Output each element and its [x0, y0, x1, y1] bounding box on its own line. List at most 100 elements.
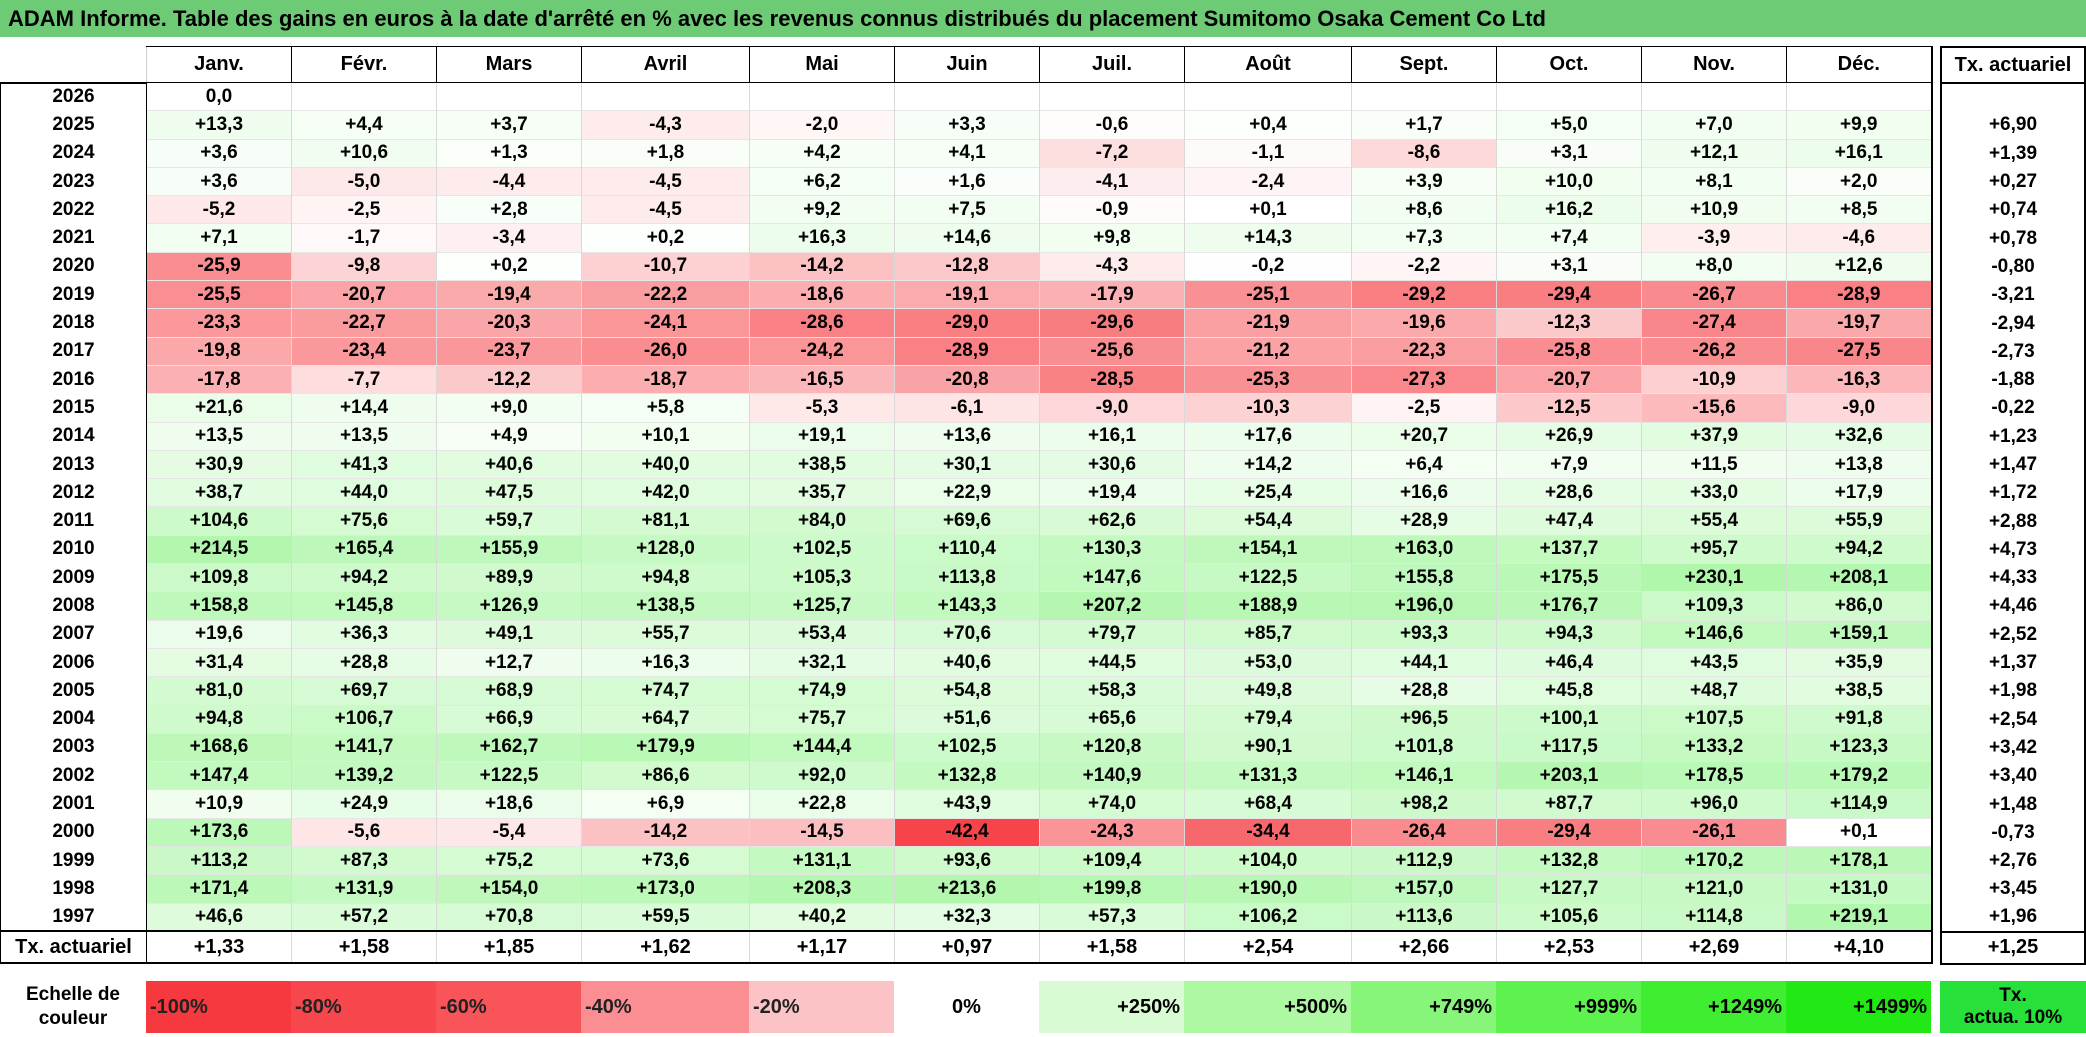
gain-cell: +31,4	[146, 647, 292, 677]
gain-cell: -5,3	[749, 393, 895, 423]
gain-cell: -5,6	[291, 817, 437, 847]
gain-cell: +2,0	[1786, 166, 1933, 196]
rate-row: +2,52	[1940, 620, 2086, 649]
gain-cell: +79,4	[1184, 704, 1352, 734]
footer-rate-cell: +1,58	[291, 930, 437, 965]
year-cell: 2010	[0, 535, 147, 564]
rate-row: +4,33	[1940, 564, 2086, 593]
year-cell: 2022	[0, 195, 147, 224]
gain-cell: -25,9	[146, 251, 292, 281]
color-scale-swatch: -60%	[436, 981, 581, 1033]
month-header: Janv.	[146, 46, 292, 83]
gain-cell: -19,4	[436, 280, 582, 309]
gain-cell: +123,3	[1786, 732, 1933, 762]
corner-cell	[0, 46, 147, 84]
gain-cell: -28,6	[749, 308, 895, 338]
gain-cell: +14,2	[1184, 449, 1352, 479]
gain-cell: -0,2	[1184, 251, 1352, 281]
gain-cell: +0,4	[1184, 110, 1352, 140]
gain-cell: +38,5	[749, 449, 895, 479]
rate-row: +3,45	[1940, 875, 2086, 904]
gain-cell: -2,5	[291, 195, 437, 224]
table-row: 2007 +19,6 +36,3 +49,1 +55,7 +53,4 +70,6 +79,7 +…	[0, 619, 1933, 649]
gain-cell: -4,6	[1786, 223, 1933, 253]
gain-cell: -4,3	[581, 110, 750, 140]
table-row: 2023 +3,6 -5,0 -4,4 -4,5 +6,2 +1,6 -4,1 -2,4 +3,9…	[0, 166, 1933, 196]
rate-cell: +1,39	[1940, 139, 2086, 168]
gain-cell: -27,5	[1786, 336, 1933, 366]
gain-cell: +20,7	[1351, 421, 1497, 451]
rate-cell: -3,21	[1940, 281, 2086, 310]
gain-cell: -1,7	[291, 223, 437, 253]
rate-row: +1,37	[1940, 648, 2086, 678]
rate-row: +1,39	[1940, 139, 2086, 168]
rate-cell: +4,73	[1940, 535, 2086, 565]
gain-cell: -8,6	[1351, 138, 1497, 168]
gain-cell: +196,0	[1351, 591, 1497, 621]
gain-cell: -14,5	[749, 817, 895, 847]
gain-cell: -9,0	[1039, 393, 1185, 423]
gain-cell: -29,4	[1496, 280, 1642, 309]
gain-cell: +208,3	[749, 874, 895, 904]
gain-cell: +11,5	[1641, 449, 1787, 479]
gain-cell	[1786, 81, 1933, 111]
color-scale-swatch: +1249%	[1641, 981, 1786, 1033]
gain-cell: +113,2	[146, 846, 292, 875]
gain-cell: +55,7	[581, 619, 750, 649]
table-row: 2026 0,0	[0, 81, 1933, 111]
gain-cell: +125,7	[749, 591, 895, 621]
gain-cell: -26,2	[1641, 336, 1787, 366]
gain-cell: +66,9	[436, 704, 582, 734]
gain-cell: +214,5	[146, 534, 292, 564]
gain-cell	[749, 81, 895, 111]
gain-cell: +57,2	[291, 902, 437, 933]
gain-cell: +93,3	[1351, 619, 1497, 649]
rate-cell: +1,48	[1940, 790, 2086, 819]
gain-cell: +35,9	[1786, 647, 1933, 677]
year-cell: 1997	[0, 903, 147, 933]
gain-cell: +14,4	[291, 393, 437, 423]
gain-cell: +162,7	[436, 732, 582, 762]
table-row: 2017 -19,8 -23,4 -23,7 -26,0 -24,2 -28,9 -25,6-…	[0, 336, 1933, 366]
gain-cell: +75,2	[436, 846, 582, 875]
table-row: 2013 +30,9 +41,3 +40,6 +40,0 +38,5 +30,1 +30,6 +…	[0, 449, 1933, 479]
rate-cell: +2,52	[1940, 620, 2086, 649]
gain-cell: +43,5	[1641, 647, 1787, 677]
gain-cell: +1,3	[436, 138, 582, 168]
table-row: 2012 +38,7 +44,0 +47,5 +42,0 +35,7 +22,9 +19,4 +…	[0, 478, 1933, 507]
gain-cell: -28,9	[1786, 280, 1933, 309]
table-row: 1997 +46,6 +57,2 +70,8 +59,5 +40,2 +32,3 +57,3 +…	[0, 902, 1933, 933]
gain-cell: +3,6	[146, 166, 292, 196]
gain-cell: -19,8	[146, 336, 292, 366]
table-row: 2002 +147,4 +139,2 +122,5 +86,6 +92,0 +132,8 +1…	[0, 761, 1933, 790]
year-cell: 2024	[0, 139, 147, 168]
gain-cell: +32,6	[1786, 421, 1933, 451]
gain-cell: +102,5	[894, 732, 1040, 762]
gain-cell: +32,3	[894, 902, 1040, 933]
gain-cell: -10,7	[581, 251, 750, 281]
gain-cell: -29,4	[1496, 817, 1642, 847]
gain-cell: +16,1	[1039, 421, 1185, 451]
gain-cell: -9,0	[1786, 393, 1933, 423]
gain-cell	[1496, 81, 1642, 111]
gain-cell: +96,0	[1641, 789, 1787, 819]
gain-cell: -10,9	[1641, 364, 1787, 394]
gain-cell: +57,3	[1039, 902, 1185, 933]
gain-cell: -22,2	[581, 280, 750, 309]
gain-cell: -19,6	[1351, 308, 1497, 338]
table-row: 2008 +158,8 +145,8 +126,9 +138,5 +125,7 +143,3…	[0, 591, 1933, 621]
gain-cell: -5,0	[291, 166, 437, 196]
color-scale-swatch: +999%	[1496, 981, 1641, 1033]
gain-cell: +58,3	[1039, 676, 1185, 706]
rate-row: -3,21	[1940, 281, 2086, 310]
year-cell: 2013	[0, 450, 147, 479]
gain-cell: +163,0	[1351, 534, 1497, 564]
gain-cell: +6,2	[749, 166, 895, 196]
gain-cell: +73,6	[581, 846, 750, 875]
gain-cell: +13,6	[894, 421, 1040, 451]
gain-cell: +0,2	[436, 251, 582, 281]
gain-cell: +121,0	[1641, 874, 1787, 904]
rate-row: +1,48	[1940, 790, 2086, 819]
year-cell: 2015	[0, 393, 147, 423]
gain-cell: -10,3	[1184, 393, 1352, 423]
